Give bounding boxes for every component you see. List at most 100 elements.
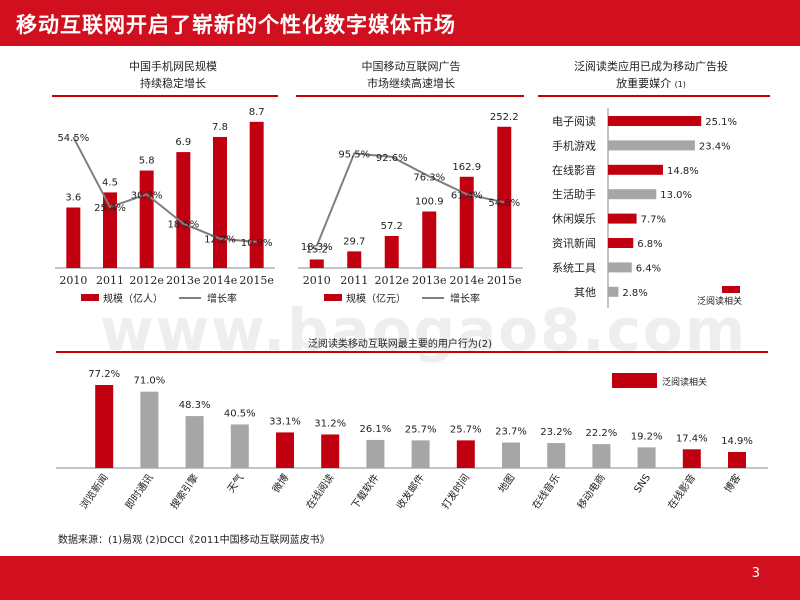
behavior-value-label: 40.5% [224,408,256,419]
media-category-label: 手机游戏 [552,138,596,152]
users-x-tick: 2010 [59,274,87,287]
behavior-value-label: 77.2% [88,369,120,380]
media-legend-swatch [722,286,740,293]
behavior-bar [185,416,204,468]
ads-x-tick: 2012e [374,274,409,287]
users-rate-label: 10.9% [241,238,273,249]
behavior-value-label: 23.7% [495,427,527,438]
ads-bar-label: 57.2 [381,221,403,232]
ads-title-line2: 市场继续高速增长 [367,77,455,90]
ads-legend-bar-label: 规模（亿元） [346,292,406,305]
media-value-label: 25.1% [705,117,737,128]
media-category-label: 电子阅读 [552,114,596,128]
ads-rate-label: 54.8% [488,198,520,209]
users-rate-label: 18.5% [167,220,199,231]
behavior-value-label: 25.7% [450,424,482,435]
behavior-bar [366,439,385,468]
media-category-label: 系统工具 [552,261,596,274]
users-bar [139,170,154,268]
media-chart-title: 泛阅读类应用已成为移动广告投 放重要媒介 (1) [536,58,766,93]
media-title-line2-text: 放重要媒介 [616,77,672,90]
ads-bar-label: 15.2 [306,244,328,255]
behavior-category-label: 下载软件 [348,471,382,511]
behavior-category-label: 浏览新闻 [77,471,111,511]
users-bar [176,152,191,268]
behavior-bar [140,391,159,468]
media-value-label: 13.0% [660,190,692,201]
users-legend-bar-swatch [81,294,99,301]
users-bar [103,192,117,268]
users-bar-label: 8.7 [249,107,265,118]
users-chart-title: 中国手机网民规模 持续稳定增长 [58,58,288,92]
media-title-line1: 泛阅读类应用已成为移动广告投 [574,60,728,73]
users-title-line2: 持续稳定增长 [140,77,206,90]
media-title-rule [538,95,770,97]
page-number: 3 [751,566,760,581]
behavior-title-rule [56,351,768,353]
behavior-value-label: 33.1% [269,416,301,427]
behavior-category-label: 打发时间 [439,471,473,511]
behavior-category-label: 收发邮件 [393,471,427,511]
behavior-category-label: 在线音乐 [529,471,563,511]
behavior-value-label: 22.2% [586,428,618,439]
media-title-line2: 放重要媒介 (1) [536,75,766,93]
ads-legend-bar-swatch [324,294,342,301]
users-bar-label: 6.9 [175,137,191,148]
behavior-category-label: 搜索引擎 [167,471,201,511]
ads-bar-label: 29.7 [343,236,365,247]
users-rate-label: 25.4% [94,203,126,214]
watermark: www.baogao8.com [100,296,748,364]
behavior-category-label: 地图 [495,471,517,495]
ads-rate-label: 18.3% [301,242,333,253]
behavior-bar [321,434,340,468]
users-legend-line-label: 增长率 [207,292,237,305]
ads-x-tick: 2011 [340,274,368,287]
media-legend-label: 泛阅读相关 [697,295,742,307]
ads-x-tick: 2010 [303,274,331,287]
behavior-bar [502,442,520,468]
data-source-note: 数据来源：(1)易观 (2)DCCI《2011中国移动互联网蓝皮书》 [58,535,330,546]
users-title-rule [52,95,278,97]
ads-rate-line [315,152,505,247]
media-bar [608,140,695,151]
users-x-tick: 2012e [129,274,164,287]
media-value-label: 7.7% [641,215,666,226]
behavior-value-label: 17.4% [676,433,708,444]
behavior-category-label: 移动电商 [574,471,608,511]
behavior-value-label: 71.0% [134,376,166,387]
behavior-chart-title: 泛阅读类移动互联网最主要的用户行为(2) [308,337,492,350]
ads-chart-title: 中国移动互联网广告 市场继续高速增长 [296,58,526,92]
behavior-bar [411,440,430,468]
media-title-sup: (1) [674,80,686,89]
media-bar [608,213,637,224]
behavior-value-label: 48.3% [179,400,211,411]
behavior-value-label: 19.2% [631,431,663,442]
ads-bar [459,176,474,268]
media-category-label: 其他 [574,286,596,299]
media-category-label: 生活助手 [552,187,596,201]
users-bar-label: 4.5 [102,177,118,188]
ads-x-tick: 2015e [487,274,522,287]
users-bar-label: 5.8 [139,156,155,167]
ads-bar [347,251,362,268]
ads-rate-label: 61.4% [451,190,483,201]
title-bar [0,0,800,46]
media-category-label: 休闲娱乐 [552,212,596,226]
behavior-category-label: 即时通讯 [123,472,156,512]
ads-title-line1: 中国移动互联网广告 [361,60,461,73]
users-rate-label: 30.7% [131,190,163,201]
ads-rate-label: 76.3% [413,172,445,183]
behavior-bar [682,449,701,468]
behavior-bar [728,451,746,468]
behavior-category-label: 天气 [224,471,246,495]
users-x-tick: 2011 [96,274,124,287]
ads-bar-label: 162.9 [452,162,481,173]
behavior-legend-label: 泛阅读相关 [662,376,707,388]
ads-title-rule [296,95,524,97]
users-x-tick: 2014e [203,274,238,287]
ads-bar-label: 252.2 [490,112,519,123]
ads-legend-line-label: 增长率 [450,292,480,305]
media-category-label: 资讯新闻 [552,236,596,250]
media-value-label: 14.8% [667,166,699,177]
behavior-bar [276,432,294,468]
